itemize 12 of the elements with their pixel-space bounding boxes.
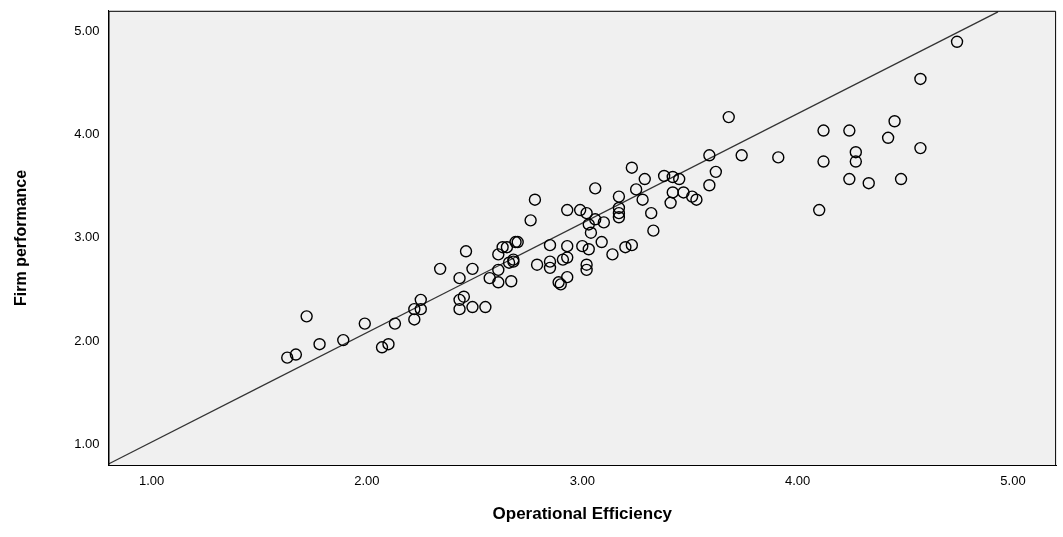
y-tick-label: 4.00 [74, 126, 100, 142]
y-axis-title: Firm performance [12, 169, 30, 306]
x-tick-label: 3.00 [569, 473, 595, 489]
x-axis-title: Operational Efficiency [492, 504, 673, 524]
x-tick-label: 4.00 [785, 473, 811, 489]
y-tick-label: 5.00 [74, 23, 100, 39]
x-tick-label: 5.00 [1000, 473, 1026, 489]
x-tick-label: 1.00 [138, 473, 165, 489]
y-tick-label: 3.00 [74, 229, 100, 245]
y-tick-label: 2.00 [74, 332, 100, 348]
y-tick-label: 1.00 [74, 435, 100, 451]
x-tick-label: 2.00 [354, 473, 380, 489]
